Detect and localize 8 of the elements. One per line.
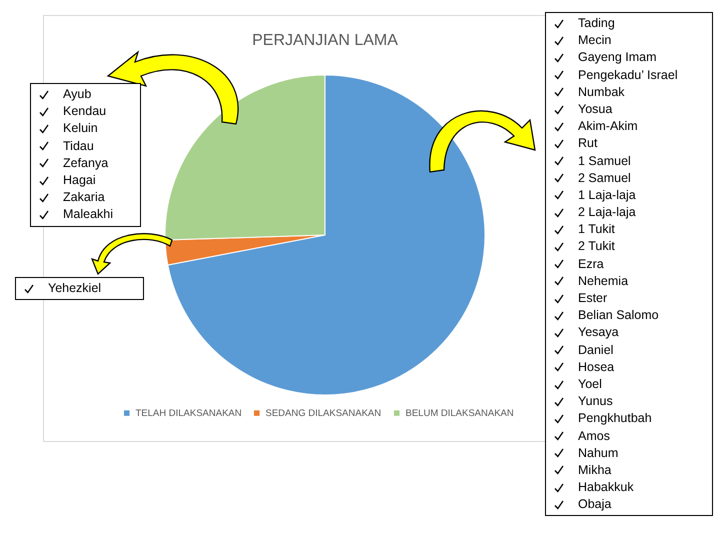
text: Tading Mecin Gayeng Imam Pengekadu’ Israel Numbak Yosua Akim-Akim Rut 1 Samuel 2 Samuel 1 Laja-laja 2 Laja-laja 1 Tukit 2 Tukit Ezra Nehemia Ester Belian Salomo Yesaya Daniel Hosea Yoel Yunus Pengkhutbah Amos Nahum Mikha Habakkuk Obaja <box>578 16 678 512</box>
text: Ayub Kendau Keluin Tidau Zefanya Hagai Zakaria Maleakhi <box>63 86 114 224</box>
legend-label: BELUM DILAKSANAKAN <box>406 408 514 420</box>
pie-slice <box>167 74 486 396</box>
legend-label: SEDANG DILAKSANAKAN <box>266 408 382 420</box>
chart-title: PERJANJIAN LAMA <box>252 32 398 49</box>
legend-label: TELAH DILAKSANAKAN <box>136 408 242 420</box>
text: Yehezkiel <box>48 280 102 297</box>
